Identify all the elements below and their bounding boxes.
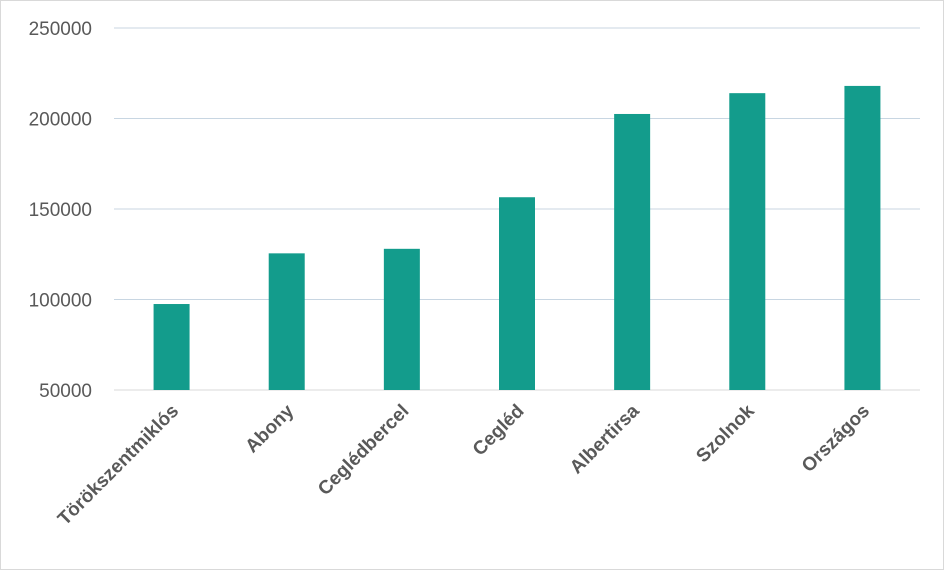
x-tick-label: Albertirsa bbox=[566, 400, 644, 478]
x-tick-label: Cegléd bbox=[469, 401, 529, 461]
y-tick-label: 50000 bbox=[39, 381, 92, 402]
x-tick-label: Abony bbox=[242, 400, 299, 457]
x-tick-label: Szolnok bbox=[692, 400, 759, 467]
bar bbox=[844, 85, 881, 391]
bar bbox=[268, 253, 305, 390]
bar bbox=[614, 113, 651, 390]
y-tick-label: 200000 bbox=[29, 110, 92, 131]
x-tick-label: Országos bbox=[798, 401, 874, 477]
bar bbox=[499, 197, 535, 390]
bar bbox=[153, 304, 190, 390]
bar bbox=[729, 93, 766, 390]
y-tick-label: 150000 bbox=[29, 200, 92, 221]
x-tick-label: Ceglédbercel bbox=[314, 401, 413, 500]
y-tick-label: 100000 bbox=[29, 291, 92, 312]
bar bbox=[383, 248, 420, 390]
x-tick-label: Törökszentmiklós bbox=[54, 401, 183, 530]
y-tick-label: 250000 bbox=[29, 19, 92, 40]
